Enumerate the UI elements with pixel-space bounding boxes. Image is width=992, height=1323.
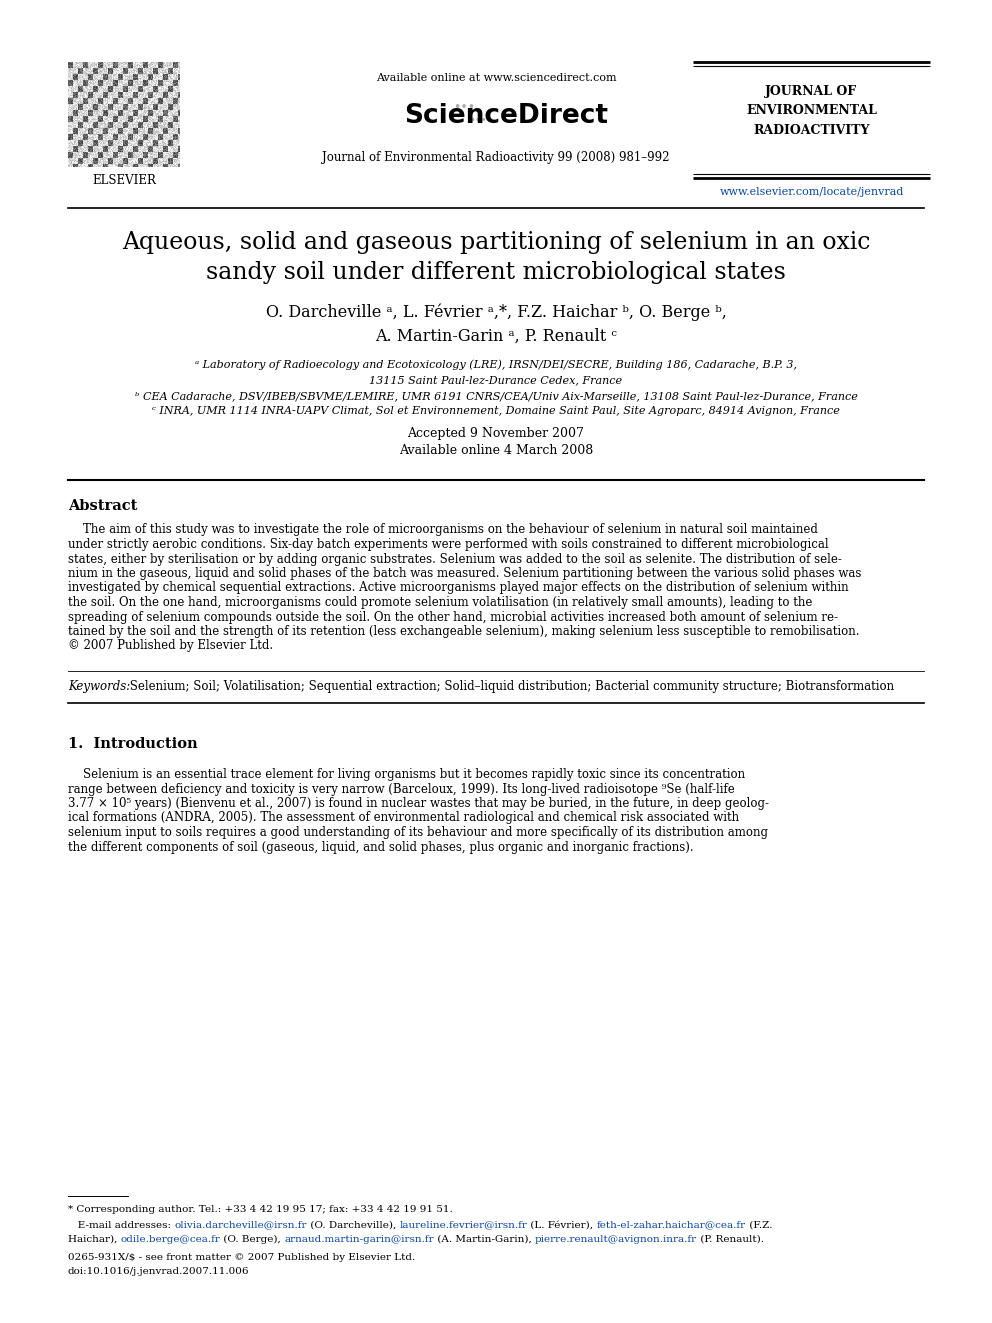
Text: (P. Renault).: (P. Renault).	[697, 1234, 764, 1244]
Text: © 2007 Published by Elsevier Ltd.: © 2007 Published by Elsevier Ltd.	[68, 639, 273, 652]
Text: olivia.darcheville@irsn.fr: olivia.darcheville@irsn.fr	[175, 1221, 307, 1229]
Text: feth-el-zahar.haichar@cea.fr: feth-el-zahar.haichar@cea.fr	[596, 1221, 746, 1229]
Text: ELSEVIER: ELSEVIER	[92, 175, 156, 188]
Text: The aim of this study was to investigate the role of microorganisms on the behav: The aim of this study was to investigate…	[68, 524, 817, 537]
Text: (L. Février),: (L. Février),	[527, 1221, 596, 1229]
Text: (O. Darcheville),: (O. Darcheville),	[307, 1221, 399, 1229]
Text: pierre.renault@avignon.inra.fr: pierre.renault@avignon.inra.fr	[535, 1234, 697, 1244]
Text: E-mail addresses:: E-mail addresses:	[68, 1221, 175, 1229]
Text: tained by the soil and the strength of its retention (less exchangeable selenium: tained by the soil and the strength of i…	[68, 624, 859, 638]
Text: Available online 4 March 2008: Available online 4 March 2008	[399, 445, 593, 458]
Text: the different components of soil (gaseous, liquid, and solid phases, plus organi: the different components of soil (gaseou…	[68, 840, 693, 853]
Text: JOURNAL OF: JOURNAL OF	[766, 85, 857, 98]
Text: A. Martin-Garin ᵃ, P. Renault ᶜ: A. Martin-Garin ᵃ, P. Renault ᶜ	[375, 328, 617, 344]
Text: RADIOACTIVITY: RADIOACTIVITY	[753, 124, 870, 138]
Text: nium in the gaseous, liquid and solid phases of the batch was measured. Selenium: nium in the gaseous, liquid and solid ph…	[68, 568, 861, 579]
Text: * Corresponding author. Tel.: +33 4 42 19 95 17; fax: +33 4 42 19 91 51.: * Corresponding author. Tel.: +33 4 42 1…	[68, 1205, 452, 1215]
Text: Selenium is an essential trace element for living organisms but it becomes rapid: Selenium is an essential trace element f…	[68, 767, 745, 781]
Text: sandy soil under different microbiological states: sandy soil under different microbiologic…	[206, 261, 786, 283]
Text: 1.  Introduction: 1. Introduction	[68, 737, 197, 751]
Text: 13115 Saint Paul-lez-Durance Cedex, France: 13115 Saint Paul-lez-Durance Cedex, Fran…	[369, 374, 623, 385]
Text: ᶜ INRA, UMR 1114 INRA-UAPV Climat, Sol et Environnement, Domaine Saint Paul, Sit: ᶜ INRA, UMR 1114 INRA-UAPV Climat, Sol e…	[152, 406, 840, 415]
Text: (A. Martin-Garin),: (A. Martin-Garin),	[434, 1234, 535, 1244]
Text: under strictly aerobic conditions. Six-day batch experiments were performed with: under strictly aerobic conditions. Six-d…	[68, 538, 828, 550]
Text: arnaud.martin-garin@irsn.fr: arnaud.martin-garin@irsn.fr	[285, 1234, 434, 1244]
Text: ENVIRONMENTAL: ENVIRONMENTAL	[746, 105, 877, 118]
Text: 3.77 × 10⁵ years) (Bienvenu et al., 2007) is found in nuclear wastes that may be: 3.77 × 10⁵ years) (Bienvenu et al., 2007…	[68, 796, 769, 810]
Text: ical formations (ANDRA, 2005). The assessment of environmental radiological and : ical formations (ANDRA, 2005). The asses…	[68, 811, 739, 824]
Text: Keywords:: Keywords:	[68, 680, 130, 693]
Text: Accepted 9 November 2007: Accepted 9 November 2007	[408, 427, 584, 441]
Text: ScienceDirect: ScienceDirect	[404, 103, 608, 130]
Text: Haichar),: Haichar),	[68, 1234, 121, 1244]
Text: 0265-931X/$ - see front matter © 2007 Published by Elsevier Ltd.: 0265-931X/$ - see front matter © 2007 Pu…	[68, 1253, 416, 1262]
Text: investigated by chemical sequential extractions. Active microorganisms played ma: investigated by chemical sequential extr…	[68, 582, 848, 594]
Text: range between deficiency and toxicity is very narrow (Barceloux, 1999). Its long: range between deficiency and toxicity is…	[68, 782, 735, 795]
Text: Journal of Environmental Radioactivity 99 (2008) 981–992: Journal of Environmental Radioactivity 9…	[322, 152, 670, 164]
Text: the soil. On the one hand, microorganisms could promote selenium volatilisation : the soil. On the one hand, microorganism…	[68, 595, 812, 609]
Text: Selenium; Soil; Volatilisation; Sequential extraction; Solid–liquid distribution: Selenium; Soil; Volatilisation; Sequenti…	[126, 680, 894, 693]
Text: spreading of selenium compounds outside the soil. On the other hand, microbial a: spreading of selenium compounds outside …	[68, 610, 838, 623]
Text: •••: •••	[453, 102, 475, 115]
Text: www.elsevier.com/locate/jenvrad: www.elsevier.com/locate/jenvrad	[719, 187, 904, 197]
Text: ᵃ Laboratory of Radioecology and Ecotoxicology (LRE), IRSN/DEI/SECRE, Building 1: ᵃ Laboratory of Radioecology and Ecotoxi…	[195, 360, 797, 370]
Text: Abstract: Abstract	[68, 499, 137, 513]
Text: selenium input to soils requires a good understanding of its behaviour and more : selenium input to soils requires a good …	[68, 826, 768, 839]
Text: •••: •••	[469, 115, 487, 124]
Text: ᵇ CEA Cadarache, DSV/IBEB/SBVME/LEMIRE, UMR 6191 CNRS/CEA/Univ Aix-Marseille, 13: ᵇ CEA Cadarache, DSV/IBEB/SBVME/LEMIRE, …	[135, 392, 857, 401]
Text: odile.berge@cea.fr: odile.berge@cea.fr	[121, 1234, 220, 1244]
Text: states, either by sterilisation or by adding organic substrates. Selenium was ad: states, either by sterilisation or by ad…	[68, 553, 842, 565]
Text: Aqueous, solid and gaseous partitioning of selenium in an oxic: Aqueous, solid and gaseous partitioning …	[122, 230, 870, 254]
Text: (F.Z.: (F.Z.	[746, 1221, 772, 1229]
Text: doi:10.1016/j.jenvrad.2007.11.006: doi:10.1016/j.jenvrad.2007.11.006	[68, 1267, 250, 1277]
Text: (O. Berge),: (O. Berge),	[220, 1234, 285, 1244]
Text: Available online at www.sciencedirect.com: Available online at www.sciencedirect.co…	[376, 73, 616, 83]
Text: O. Darcheville ᵃ, L. Février ᵃ,*, F.Z. Haichar ᵇ, O. Berge ᵇ,: O. Darcheville ᵃ, L. Février ᵃ,*, F.Z. H…	[266, 303, 726, 320]
Text: laureline.fevrier@irsn.fr: laureline.fevrier@irsn.fr	[399, 1221, 527, 1229]
